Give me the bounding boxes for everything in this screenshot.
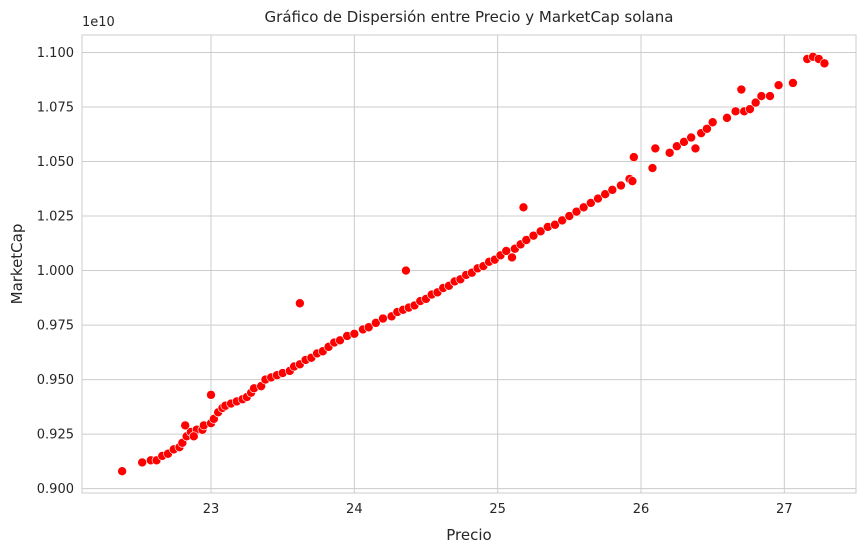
scatter-point [535, 226, 546, 237]
scatter-point [557, 215, 567, 226]
scatter-point [378, 313, 388, 324]
x-tick-label: 23 [203, 502, 220, 517]
scatter-point [616, 180, 626, 191]
scatter-point [765, 91, 775, 101]
x-axis-label: Precio [446, 526, 491, 544]
scatter-point [750, 97, 761, 108]
data-points [117, 52, 830, 476]
x-tick-label: 25 [489, 502, 506, 517]
scatter-point [607, 185, 618, 195]
scatter-point [679, 137, 689, 147]
scatter-point [189, 431, 199, 442]
y-axis-ticks: 0.900 0.925 0.950 0.975 1.000 1.025 1.050 1.075… [37, 46, 74, 497]
scatter-point [745, 104, 755, 114]
scatter-point [819, 58, 830, 69]
scatter-point [518, 202, 529, 213]
scatter-point [578, 202, 589, 213]
scatter-point [629, 152, 639, 162]
scatter-point [550, 219, 560, 230]
scatter-point [206, 390, 216, 400]
scatter-point [401, 265, 411, 276]
scatter-point [586, 198, 596, 208]
scatter-point [180, 420, 190, 431]
scatter-point [707, 117, 718, 128]
scatter-point [137, 457, 147, 468]
x-tick-label: 27 [776, 502, 793, 517]
x-tick-label: 26 [633, 502, 650, 517]
scatter-point [371, 318, 381, 328]
y-tick-label: 1.000 [37, 264, 74, 279]
y-tick-label: 1.075 [37, 100, 74, 115]
y-axis-label: MarketCap [8, 224, 26, 305]
scatter-point [672, 141, 682, 152]
scatter-point [363, 322, 374, 333]
scatter-point [664, 147, 675, 158]
scatter-point [756, 91, 767, 101]
scatter-point [736, 84, 747, 95]
y-tick-label: 1.100 [37, 46, 74, 61]
y-tick-label: 1.050 [37, 155, 74, 170]
y-tick-label: 0.925 [37, 428, 74, 443]
y-axis-offset-label: 1e10 [82, 15, 115, 30]
scatter-point [650, 143, 661, 154]
scatter-point [521, 235, 532, 245]
scatter-point [117, 466, 127, 476]
scatter-point [295, 298, 305, 309]
scatter-point [507, 252, 517, 263]
y-tick-label: 0.950 [37, 373, 74, 388]
y-tick-label: 0.900 [37, 482, 74, 497]
scatter-point [722, 113, 732, 123]
scatter-point [773, 80, 784, 90]
x-axis-ticks: 23 24 25 26 27 [203, 502, 793, 517]
chart-title: Gráfico de Dispersión entre Precio y Mar… [265, 8, 674, 26]
scatter-point [702, 123, 712, 134]
scatter-point [647, 163, 658, 173]
scatter-point [335, 335, 345, 346]
y-tick-label: 0.975 [37, 319, 74, 334]
y-tick-label: 1.025 [37, 210, 74, 225]
scatter-point [349, 328, 360, 339]
grid-lines [82, 35, 856, 493]
scatter-point [600, 189, 610, 200]
scatter-point [627, 176, 638, 186]
scatter-point [686, 132, 696, 143]
scatter-point [788, 78, 798, 88]
scatter-point [571, 206, 582, 217]
scatter-point [730, 106, 741, 117]
scatter-point [593, 193, 603, 204]
scatter-point [690, 143, 701, 154]
x-tick-label: 24 [346, 502, 363, 517]
scatter-point [528, 230, 539, 241]
plot-area [81, 34, 857, 494]
scatter-point [564, 211, 575, 221]
